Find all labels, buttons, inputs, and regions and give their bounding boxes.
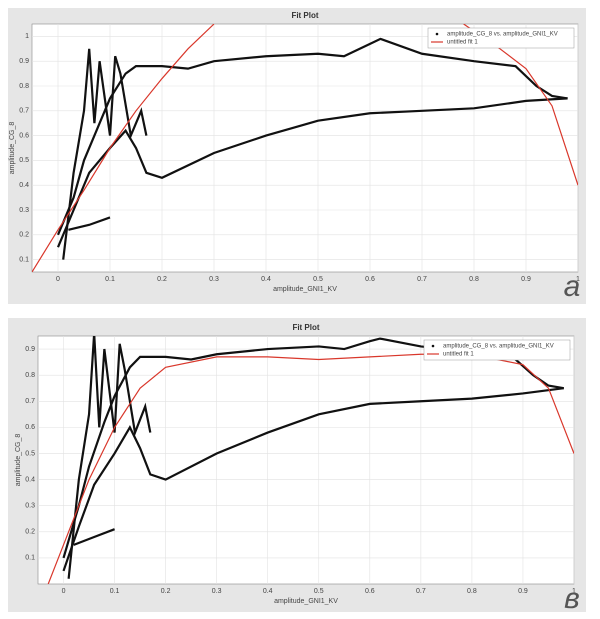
y-tick-label: 0.9: [25, 346, 35, 353]
panel-label: в: [564, 582, 580, 615]
x-axis-label: amplitude_GNI1_KV: [273, 286, 337, 293]
legend-entry: amplitude_CG_8 vs. amplitude_GNI1_KV: [447, 32, 558, 38]
y-axis-label: amplitude_CG_8: [9, 122, 16, 175]
legend-entry: untitled fit 1: [443, 352, 474, 358]
legend-box: [423, 339, 571, 361]
legend-marker: [431, 344, 435, 348]
y-tick-label: 0.3: [25, 503, 35, 510]
y-tick-label: 0.5: [25, 450, 35, 457]
chart: 0 0.1 0.2 0.3 0.4 0.5 0.6 0.7 0.8 0.9 1 0.1 0.2 0.3 0.…: [8, 8, 586, 304]
legend-entry: untitled fit 1: [447, 40, 478, 46]
x-tick-label: 0.9: [521, 276, 531, 283]
data-line: [32, 24, 215, 272]
x-tick-label: 0.4: [263, 588, 273, 595]
data-line: [68, 216, 111, 231]
y-tick-label: 0.7: [25, 398, 35, 405]
data-line: [62, 387, 564, 572]
x-tick-label: 0.1: [105, 276, 115, 283]
x-tick-label: 0.2: [157, 276, 167, 283]
x-tick-label: 0.1: [110, 588, 120, 595]
y-tick-label: 0.3: [19, 207, 29, 214]
x-tick-label: 0.8: [467, 588, 477, 595]
y-tick-label: 0.4: [25, 476, 35, 483]
y-tick-label: 0.9: [19, 58, 29, 65]
data-line: [47, 353, 574, 584]
x-tick-label: 0: [56, 276, 60, 283]
y-tick-label: 0.8: [25, 372, 35, 379]
chart-title: Fit Plot: [292, 323, 319, 332]
x-tick-label: 0.5: [314, 588, 324, 595]
plot-area: [37, 335, 575, 585]
x-tick-label: 0.7: [416, 588, 426, 595]
data-line: [67, 336, 152, 579]
y-axis-label: amplitude_CG_8: [15, 434, 22, 487]
y-tick-label: 0.2: [25, 529, 35, 536]
x-axis-label: amplitude_GNI1_KV: [274, 598, 338, 605]
x-tick-label: 1: [572, 588, 576, 595]
x-tick-label: 0.4: [261, 276, 271, 283]
panel-label: a: [564, 270, 581, 303]
x-tick-label: 0.6: [365, 588, 375, 595]
y-tick-label: 0.1: [25, 555, 35, 562]
data-line: [62, 48, 148, 260]
x-tick-label: 0.5: [313, 276, 323, 283]
y-tick-label: 0.8: [19, 83, 29, 90]
chart-title: Fit Plot: [291, 11, 318, 20]
legend-entry: amplitude_CG_8 vs. amplitude_GNI1_KV: [443, 344, 554, 350]
x-tick-label: 0.3: [212, 588, 222, 595]
y-tick-label: 0.2: [19, 232, 29, 239]
legend-marker: [435, 32, 439, 36]
y-tick-label: 1: [25, 33, 29, 40]
x-tick-label: 0.2: [161, 588, 171, 595]
y-tick-label: 0.1: [19, 256, 29, 263]
data-line: [73, 528, 115, 546]
data-line: [56, 37, 568, 236]
x-tick-label: 0.7: [417, 276, 427, 283]
x-tick-label: 0.9: [518, 588, 528, 595]
y-tick-label: 0.7: [19, 108, 29, 115]
x-tick-label: 0: [62, 588, 66, 595]
x-tick-label: 1: [576, 276, 580, 283]
plot-area: [31, 23, 579, 273]
chart: 0 0.1 0.2 0.3 0.4 0.5 0.6 0.7 0.8 0.9 1 0.1 0.2 0.3 0.…: [8, 318, 586, 615]
x-tick-label: 0.6: [365, 276, 375, 283]
y-tick-label: 0.6: [25, 424, 35, 431]
y-tick-label: 0.4: [19, 182, 29, 189]
legend-box: [427, 27, 575, 49]
x-tick-label: 0.3: [209, 276, 219, 283]
y-tick-label: 0.5: [19, 157, 29, 164]
data-line: [56, 97, 568, 248]
y-tick-label: 0.6: [19, 132, 29, 139]
x-tick-label: 0.8: [469, 276, 479, 283]
